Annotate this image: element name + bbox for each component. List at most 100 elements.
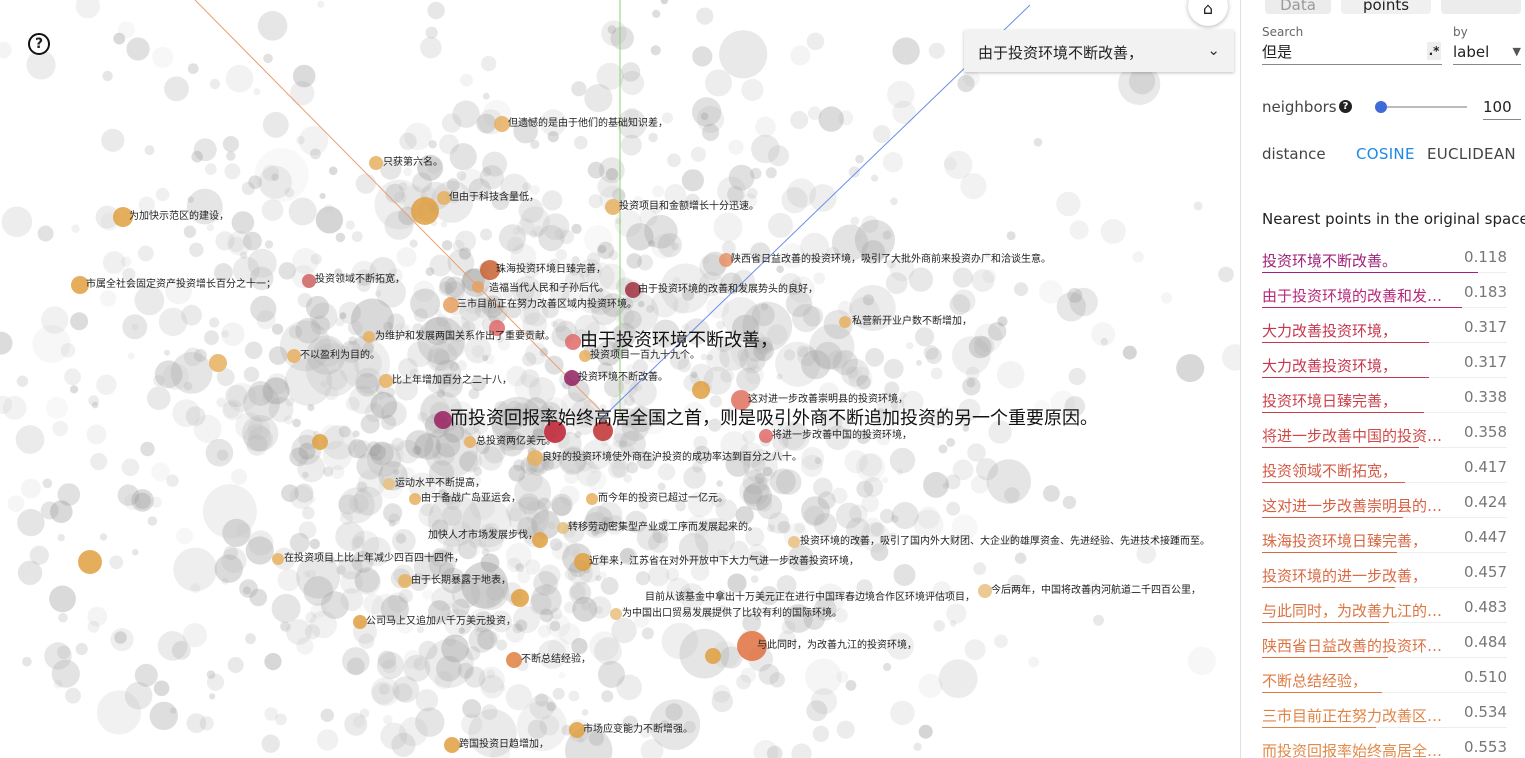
nearest-point-row[interactable]: 投资环境日臻完善， 0.338 <box>1262 385 1507 420</box>
data-point <box>1187 646 1217 676</box>
question-mark-icon[interactable]: ? <box>28 33 50 55</box>
point-label[interactable]: 为维护和发展两国关系作出了重要贡献。 <box>375 331 555 342</box>
neighbors-slider-thumb[interactable] <box>1375 101 1387 113</box>
point-label[interactable]: 珠海投资环境日臻完善， <box>496 264 606 275</box>
point-label[interactable]: 由于投资环境的改善和发展势头的良好， <box>638 284 818 295</box>
point-label[interactable]: 将进一步改善中国的投资环境， <box>772 430 912 441</box>
point-label[interactable]: 市属全社会固定资产投资增长百分之十一； <box>86 279 276 290</box>
distance-bar <box>1262 622 1389 623</box>
data-point <box>883 358 904 379</box>
data-point <box>525 559 541 575</box>
point-label[interactable]: 投资项目和金额增长十分迅速。 <box>619 201 759 212</box>
data-point <box>588 596 612 619</box>
search-input[interactable]: 但是 <box>1262 40 1442 65</box>
point-cloud[interactable] <box>0 0 1240 758</box>
point-label[interactable]: 这对进一步改善崇明县的投资环境， <box>748 394 908 405</box>
point-label[interactable]: 投资环境的改善，吸引了国内外大财团、大企业的雄厚资金、先进经验、先进技术接踵而至… <box>800 536 1210 547</box>
nearest-point-row[interactable]: 而投资回报率始终高居全国之首， 0.553 <box>1262 735 1507 758</box>
nearest-point-row[interactable]: 投资环境的进一步改善， 0.457 <box>1262 560 1507 595</box>
data-point <box>541 458 555 471</box>
data-point <box>620 548 635 563</box>
point-label[interactable]: 近年来，江苏省在对外开放中下大力气进一步改善投资环境， <box>589 556 859 567</box>
tab-extra[interactable] <box>1441 0 1521 14</box>
data-point <box>259 165 292 199</box>
point-label[interactable]: 跨国投资日趋增加， <box>459 739 549 750</box>
point-label[interactable]: 在投资项目上比上年减少四百四十四件， <box>284 553 464 564</box>
point-label[interactable]: 三市目前正在努力改善区域内投资环境。 <box>457 299 637 310</box>
data-point <box>766 745 783 758</box>
point-label[interactable]: 比上年增加百分之二十八， <box>392 375 512 386</box>
nearest-point-row[interactable]: 投资环境不断改善。 0.118 <box>1262 245 1507 280</box>
distance-euclidean-button[interactable]: EUCLIDEAN <box>1427 145 1516 163</box>
data-point <box>292 418 301 428</box>
nearest-point-row[interactable]: 大力改善投资环境， 0.317 <box>1262 350 1507 385</box>
point-label[interactable]: 投资环境不断改善。 <box>578 372 668 383</box>
nearest-point-row[interactable]: 陕西省日益改善的投资环境， 0.484 <box>1262 630 1507 665</box>
point-label[interactable]: 而今年的投资已超过一亿元。 <box>598 493 728 504</box>
point-label[interactable]: 私营新开业户数不断增加， <box>852 316 972 327</box>
regex-toggle[interactable]: .* <box>1427 42 1441 60</box>
point-label[interactable]: 与此同时，为改善九江的投资环境， <box>757 640 917 651</box>
nearest-point-row[interactable]: 由于投资环境的改善和发展势头的良好， 0.183 <box>1262 280 1507 315</box>
point-label[interactable]: 造福当代人民和子孙后代。 <box>489 283 609 294</box>
data-point <box>612 515 621 524</box>
point-label-highlight[interactable]: 而投资回报率始终高居全国之首，则是吸引外商不断追加投资的另一个重要原因。 <box>450 408 1098 429</box>
projection-canvas[interactable]: ? ⌂ 由于投资环境不断改善， ⌄ 但遗憾的是由于他们的基础知识差， 只获第六名… <box>0 0 1240 758</box>
nearest-point-row[interactable]: 与此同时，为改善九江的投资环境， 0.483 <box>1262 595 1507 630</box>
nearest-point-row[interactable]: 三市目前正在努力改善区域内投资环境。 0.534 <box>1262 700 1507 735</box>
by-select[interactable]: label ▼ <box>1453 40 1521 65</box>
point-label[interactable]: 良好的投资环境使外商在沪投资的成功率达到百分之八十。 <box>542 452 802 463</box>
data-point <box>359 708 370 718</box>
point-label[interactable]: 总投资两亿美元。 <box>476 436 556 447</box>
point-label[interactable]: 今后两年，中国将改善内河航道二千四百公里， <box>991 585 1201 596</box>
data-point <box>356 481 368 493</box>
data-point <box>889 256 915 282</box>
help-icon[interactable]: ? <box>1339 100 1352 113</box>
point-label[interactable]: 为加快示范区的建设， <box>129 211 229 222</box>
nearest-point-row[interactable]: 大力改善投资环境， 0.317 <box>1262 315 1507 350</box>
point-label[interactable]: 目前从该基金中拿出十万美元正在进行中国珲春边境合作区环境评估项目， <box>645 592 975 603</box>
tab-data[interactable]: Data <box>1265 0 1331 14</box>
data-point <box>323 466 334 477</box>
point-label[interactable]: 陕西省日益改善的投资环境，吸引了大批外商前来投资办厂和洽谈生意。 <box>731 254 1051 265</box>
point-label[interactable]: 不断总结经验， <box>521 654 591 665</box>
point-label[interactable]: 市场应变能力不断增强。 <box>583 724 693 735</box>
neighbors-slider-track[interactable] <box>1375 106 1467 108</box>
point-label[interactable]: 投资领域不断拓宽， <box>315 274 405 285</box>
data-point <box>301 506 315 520</box>
point-label[interactable]: 投资项目一百九十九个。 <box>590 350 700 361</box>
point-label[interactable]: 但由于科技含量低， <box>449 192 539 203</box>
point-label[interactable]: 转移劳动密集型产业或工序而发展起来的。 <box>568 522 758 533</box>
data-point <box>435 314 449 327</box>
neighbors-input[interactable]: 100 <box>1483 95 1521 120</box>
distance-bar <box>1262 447 1420 448</box>
data-point <box>150 496 162 508</box>
data-point <box>131 489 154 512</box>
point-label[interactable]: 为中国出口贸易发展提供了比较有利的国际环境。 <box>622 608 842 619</box>
data-point <box>516 701 568 752</box>
data-point <box>172 399 201 427</box>
nearest-point-label: 与此同时，为改善九江的投资环境， <box>1262 602 1452 620</box>
point-label-highlight[interactable]: 由于投资环境不断改善， <box>580 330 778 351</box>
point-label[interactable]: 由于备战广岛亚运会， <box>421 493 521 504</box>
data-point <box>351 260 377 287</box>
point-label[interactable]: 公司马上又追加八千万美元投资， <box>366 616 516 627</box>
point-label[interactable]: 加快人才市场发展步伐， <box>428 530 538 541</box>
nearest-point-row[interactable]: 这对进一步改善崇明县的投资环境， 0.424 <box>1262 490 1507 525</box>
tab-points[interactable]: points <box>1341 0 1431 14</box>
point-label[interactable]: 不以盈利为目的。 <box>300 350 380 361</box>
data-point <box>356 452 384 480</box>
nearest-point-row[interactable]: 不断总结经验， 0.510 <box>1262 665 1507 700</box>
selected-point-dropdown[interactable]: 由于投资环境不断改善， ⌄ <box>964 30 1234 72</box>
point-label[interactable]: 运动水平不断提高， <box>395 478 485 489</box>
point-label[interactable]: 只获第六名。 <box>383 157 443 168</box>
point-label[interactable]: 但遗憾的是由于他们的基础知识差， <box>508 118 668 129</box>
nearest-point-row[interactable]: 珠海投资环境日臻完善， 0.447 <box>1262 525 1507 560</box>
nearest-point-row[interactable]: 投资领域不断拓宽， 0.417 <box>1262 455 1507 490</box>
data-point <box>568 581 592 605</box>
highlighted-point <box>788 536 800 548</box>
distance-cosine-button[interactable]: COSINE <box>1356 145 1415 163</box>
nearest-point-row[interactable]: 将进一步改善中国的投资环境， 0.358 <box>1262 420 1507 455</box>
data-point <box>447 249 475 277</box>
point-label[interactable]: 由于长期暴露于地表， <box>411 575 511 586</box>
